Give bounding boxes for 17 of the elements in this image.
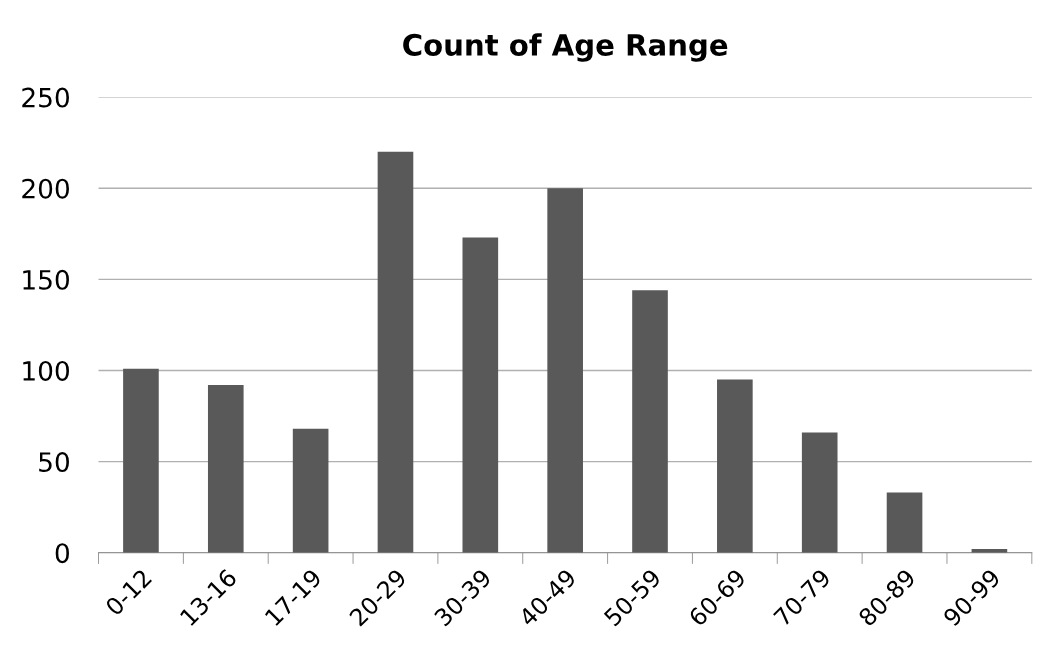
bar [801,432,838,553]
y-tick-label: 50 [39,452,69,473]
bar [377,151,414,553]
y-tick-label: 200 [22,178,69,199]
bar [632,290,668,553]
y-tick-label: 0 [55,543,69,564]
chart-title: Count of Age Range [403,33,728,62]
bar [547,188,583,553]
bar [462,237,499,553]
bar [123,368,159,553]
bar [292,428,329,553]
y-tick-label: 150 [23,269,69,290]
y-tick-label: 250 [22,87,69,108]
bar [207,385,244,553]
y-tick-label: 100 [23,360,69,381]
bar [717,379,753,553]
bar [886,492,923,553]
